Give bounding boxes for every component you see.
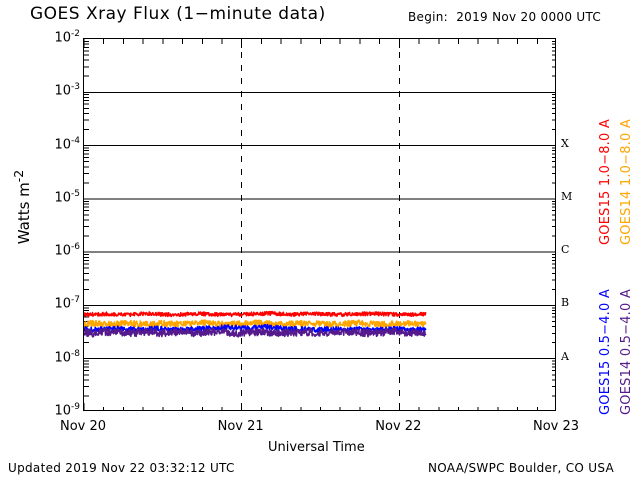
y-tick-exponent: -8 bbox=[71, 348, 80, 359]
y-tick-mantissa: 10 bbox=[54, 136, 72, 152]
y-tick-exponent: -3 bbox=[71, 82, 80, 93]
legend-item-goes15-short: GOES15 0.5−4.0 A bbox=[598, 289, 613, 415]
y-tick-mantissa: 10 bbox=[54, 296, 72, 312]
axis-ticks bbox=[84, 39, 555, 410]
y-tick-exponent: -4 bbox=[71, 135, 80, 146]
y-axis-title-exponent: -2 bbox=[11, 169, 26, 183]
y-tick-exponent: -7 bbox=[71, 295, 80, 306]
source-credit: NOAA/SWPC Boulder, CO USA bbox=[428, 461, 614, 475]
chart-plot-area bbox=[83, 38, 556, 411]
flare-class-label: A bbox=[561, 349, 569, 363]
legend-item-goes14-short: GOES14 0.5−4.0 A bbox=[619, 289, 634, 415]
updated-timestamp: Updated 2019 Nov 22 03:32:12 UTC bbox=[8, 461, 235, 475]
y-tick-label: 10-6 bbox=[42, 242, 80, 258]
flare-class-label: B bbox=[561, 296, 570, 310]
x-tick-label: Nov 22 bbox=[375, 419, 422, 434]
y-axis-title: Watts m-2 bbox=[11, 147, 33, 267]
legend-item-goes14-long: GOES14 1.0−8.0 A bbox=[619, 119, 634, 245]
y-tick-mantissa: 10 bbox=[54, 30, 72, 46]
x-tick-label: Nov 21 bbox=[217, 419, 264, 434]
y-tick-exponent: -2 bbox=[71, 29, 80, 39]
y-tick-label: 10-7 bbox=[42, 295, 80, 311]
page-title: GOES Xray Flux (1−minute data) bbox=[30, 4, 326, 24]
y-tick-exponent: -5 bbox=[71, 188, 80, 199]
x-tick-label: Nov 23 bbox=[532, 419, 580, 434]
y-tick-mantissa: 10 bbox=[54, 403, 72, 419]
gridlines bbox=[84, 39, 555, 410]
y-tick-mantissa: 10 bbox=[54, 350, 72, 366]
data-traces bbox=[84, 310, 427, 338]
y-tick-label: 10-8 bbox=[42, 349, 80, 365]
chart-svg bbox=[84, 39, 555, 410]
begin-time-label: Begin: 2019 Nov 20 0000 UTC bbox=[408, 10, 602, 24]
y-tick-label: 10-9 bbox=[42, 402, 80, 418]
x-tick-label: Nov 20 bbox=[59, 419, 107, 434]
y-tick-exponent: -6 bbox=[71, 242, 80, 253]
y-tick-label: 10-4 bbox=[42, 136, 80, 152]
x-axis-title: Universal Time bbox=[268, 440, 365, 455]
y-tick-mantissa: 10 bbox=[54, 83, 72, 99]
y-tick-label: 10-3 bbox=[42, 82, 80, 98]
y-tick-label: 10-2 bbox=[42, 29, 80, 45]
y-axis-title-text: Watts m bbox=[15, 182, 33, 245]
y-tick-exponent: -9 bbox=[71, 402, 80, 412]
y-tick-mantissa: 10 bbox=[54, 243, 72, 259]
y-tick-label: 10-5 bbox=[42, 189, 80, 205]
flare-class-label: C bbox=[561, 243, 570, 257]
flare-class-label: M bbox=[561, 189, 573, 203]
legend-item-goes15-long: GOES15 1.0−8.0 A bbox=[598, 119, 613, 245]
y-tick-mantissa: 10 bbox=[54, 190, 72, 206]
flare-class-label: X bbox=[561, 136, 569, 150]
